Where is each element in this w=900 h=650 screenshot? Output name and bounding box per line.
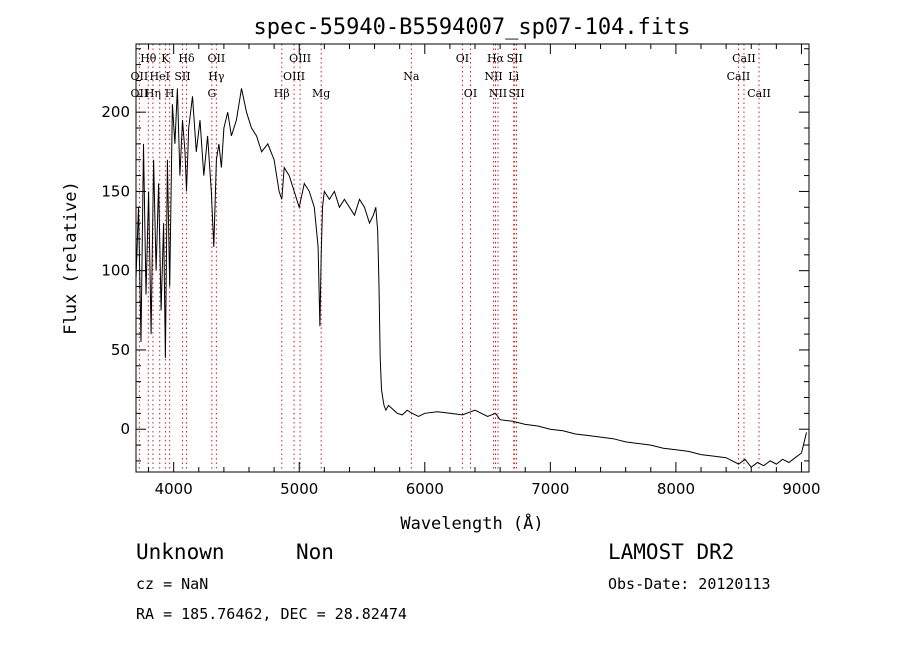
y-tick-label: 200 <box>101 103 130 121</box>
y-tick-label: 100 <box>101 262 130 280</box>
line-label: CaII <box>727 70 751 83</box>
y-tick-label: 50 <box>111 341 130 359</box>
x-tick-label: 6000 <box>406 480 444 498</box>
spectrum-series <box>135 88 807 468</box>
line-label: Hα <box>487 52 505 65</box>
line-label: NII <box>484 70 502 83</box>
line-label: OIII <box>289 52 311 65</box>
y-tick-label: 0 <box>120 420 130 438</box>
line-label: OII <box>131 87 149 100</box>
line-label: Li <box>508 70 519 83</box>
redshift-label: cz = NaN <box>136 575 209 593</box>
subclass-label: Non <box>296 540 334 564</box>
x-tick-label: 8000 <box>657 480 695 498</box>
line-label: SII <box>174 70 190 83</box>
line-label: OII <box>207 52 225 65</box>
line-label: SII <box>507 52 523 65</box>
coordinates-label: RA = 185.76462, DEC = 28.82474 <box>136 605 407 623</box>
survey-label: LAMOST DR2 <box>608 540 735 564</box>
line-label: K <box>161 52 170 65</box>
y-axis-label: Flux (relative) <box>61 181 81 335</box>
line-label: OI <box>456 52 469 65</box>
x-tick-label: 7000 <box>531 480 569 498</box>
class-label: Unknown <box>136 540 225 564</box>
y-tick-label: 150 <box>101 182 130 200</box>
line-label: SII <box>508 87 524 100</box>
line-label: H <box>165 87 175 100</box>
plot-axes: 4000 5000 6000 7000 8000 9000 0 50 100 150 200 <box>101 43 821 498</box>
x-tick-label: 5000 <box>280 480 318 498</box>
line-label: NII <box>489 87 507 100</box>
plot-frame <box>135 43 810 473</box>
line-label: Hη <box>145 87 161 100</box>
emission-line-markers <box>138 44 760 472</box>
obs-date-label: Obs-Date: 20120113 <box>608 575 771 593</box>
line-label: Hδ <box>178 52 195 65</box>
line-label: G <box>207 87 216 100</box>
line-label: HeI <box>150 70 170 83</box>
x-axis-label: Wavelength (Å) <box>400 512 543 534</box>
chart-title: spec-55940-B5594007_sp07-104.fits <box>253 15 690 40</box>
spectrum-line <box>135 88 807 468</box>
line-label: OIII <box>283 70 305 83</box>
line-label: Na <box>403 70 420 83</box>
x-tick-label: 9000 <box>782 480 820 498</box>
line-label: Hγ <box>208 70 225 83</box>
line-label: OII <box>131 70 149 83</box>
line-label: OI <box>464 87 477 100</box>
line-label: Hθ <box>140 52 157 65</box>
line-label: Hβ <box>274 87 290 100</box>
x-tick-label: 4000 <box>155 480 193 498</box>
line-label: CaII <box>747 87 771 100</box>
line-label: CaII <box>732 52 756 65</box>
line-label: Mg <box>312 87 330 100</box>
